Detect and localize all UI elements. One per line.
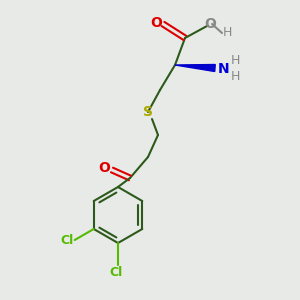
Polygon shape [175,64,215,71]
Text: Cl: Cl [110,266,123,278]
Text: H: H [230,70,240,83]
Text: S: S [143,105,153,119]
Text: Cl: Cl [60,235,73,248]
Text: H: H [230,55,240,68]
Text: O: O [98,161,110,175]
Text: N: N [218,62,230,76]
Text: H: H [222,26,232,38]
Text: O: O [204,17,216,31]
Text: O: O [150,16,162,30]
